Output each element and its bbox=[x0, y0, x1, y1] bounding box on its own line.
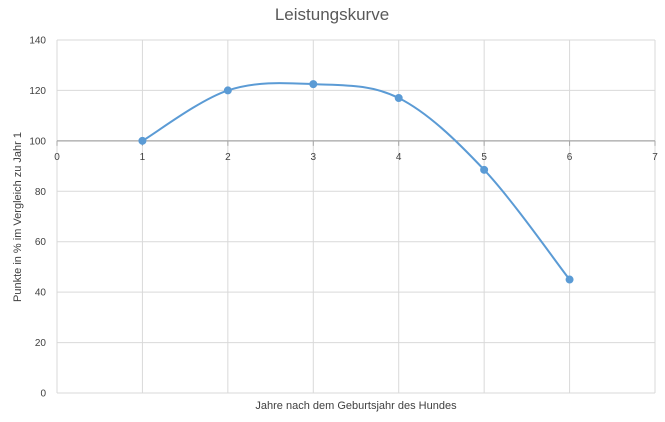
data-point bbox=[223, 86, 232, 95]
data-point bbox=[138, 136, 147, 145]
y-tick-label: 120 bbox=[29, 86, 46, 97]
series-line bbox=[141, 82, 571, 281]
gridlines bbox=[56, 39, 656, 394]
chart-title: Leistungskurve bbox=[275, 5, 389, 24]
y-tick-label: 40 bbox=[35, 288, 47, 299]
y-axis-label: Punkte in % im Vergleich zu Jahr 1 bbox=[12, 132, 24, 302]
y-tick-label: 20 bbox=[35, 338, 47, 349]
data-point bbox=[394, 93, 403, 102]
y-tick-label: 100 bbox=[29, 136, 46, 147]
data-point bbox=[480, 165, 489, 174]
x-tick-label: 2 bbox=[225, 152, 231, 163]
series bbox=[138, 80, 574, 284]
y-tick-label: 0 bbox=[40, 389, 46, 400]
data-point bbox=[565, 275, 574, 284]
y-tick-label: 60 bbox=[35, 237, 47, 248]
x-axis-label: Jahre nach dem Geburtsjahr des Hundes bbox=[255, 400, 457, 412]
x-tick-label: 5 bbox=[481, 152, 487, 163]
y-tick-labels: 0 20 40 60 80 100 120 140 bbox=[29, 36, 46, 400]
x-tick-label: 1 bbox=[140, 152, 146, 163]
x-tick-label: 6 bbox=[567, 152, 573, 163]
x-tick-label: 0 bbox=[54, 152, 60, 163]
y-tick-label: 140 bbox=[29, 36, 46, 47]
x-tick-label: 7 bbox=[652, 152, 658, 163]
data-point bbox=[309, 80, 318, 89]
x-tick-label: 4 bbox=[396, 152, 402, 163]
x-axis: 0 1 2 3 4 5 6 7 bbox=[54, 140, 658, 163]
x-tick-label: 3 bbox=[311, 152, 317, 163]
y-tick-label: 80 bbox=[35, 187, 47, 198]
